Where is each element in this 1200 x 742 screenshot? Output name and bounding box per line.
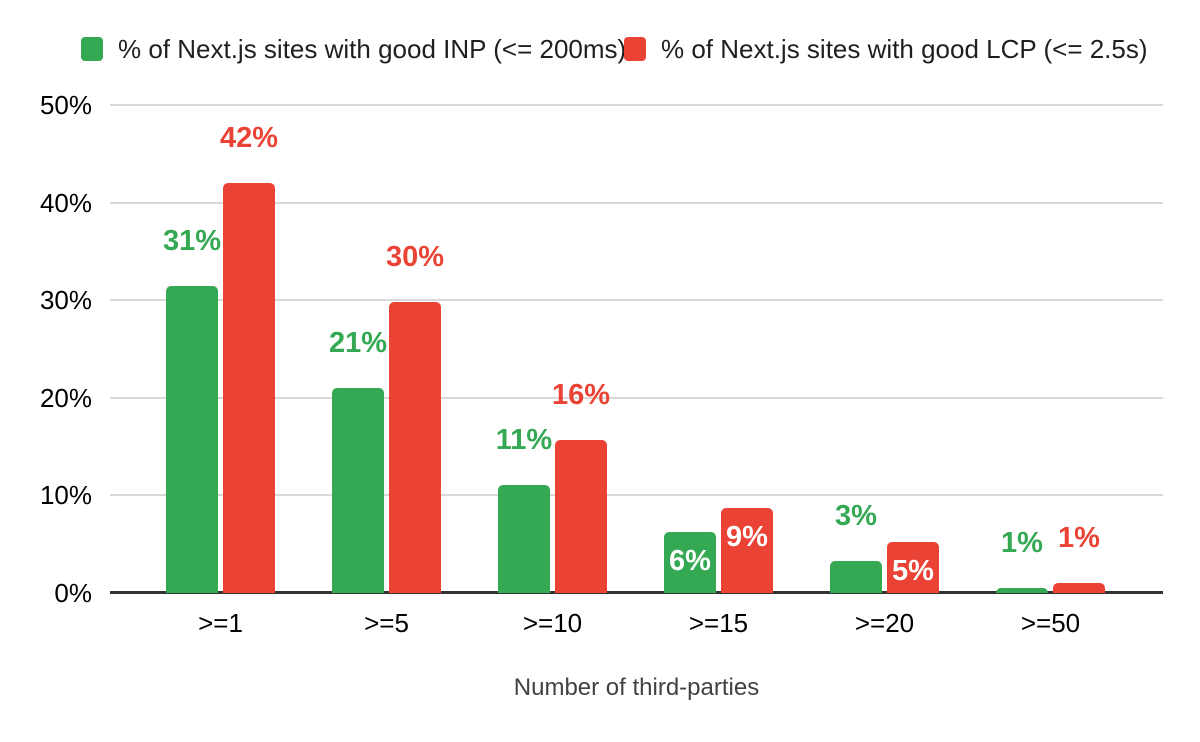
data-label: 6% (669, 544, 711, 577)
data-label: 3% (835, 499, 877, 532)
inp-series-swatch-icon (81, 37, 103, 61)
y-tick-label: 0% (54, 578, 92, 608)
legend-item-inp: % of Next.js sites with good INP (<= 200… (81, 36, 626, 62)
x-tick-label: >=10 (522, 608, 583, 638)
gridline (110, 494, 1163, 497)
bar (223, 183, 275, 593)
x-tick-label: >=20 (854, 608, 915, 638)
gridline (110, 396, 1163, 399)
data-label: 30% (385, 241, 445, 274)
data-label: 11% (495, 423, 553, 456)
data-label: 21% (328, 327, 388, 360)
bar (1053, 583, 1105, 593)
bar (332, 388, 384, 593)
data-label: 9% (726, 521, 768, 554)
bar (555, 439, 607, 593)
gridline (110, 201, 1163, 204)
x-axis-line (110, 591, 1163, 594)
x-tick-label: >=50 (1020, 608, 1081, 638)
data-label: 31% (162, 224, 222, 257)
bar (830, 560, 882, 593)
legend-item-lcp: % of Next.js sites with good LCP (<= 2.5… (624, 36, 1148, 62)
x-tick-label: >=15 (688, 608, 749, 638)
gridline (110, 299, 1163, 302)
y-tick-label: 40% (39, 187, 92, 218)
x-axis-title: Number of third-parties (513, 674, 760, 701)
legend-label-lcp: % of Next.js sites with good LCP (<= 2.5… (661, 34, 1148, 64)
y-tick-label: 10% (39, 480, 92, 511)
data-label: 16% (551, 378, 611, 411)
plot-area: 31% 42% 21% 30% 11% 16% 6% 9% 3% 5% 1% 1% (110, 104, 1163, 594)
bar (996, 588, 1048, 593)
x-tick-label: >=5 (364, 608, 409, 638)
bar (498, 484, 550, 593)
bar (721, 508, 773, 593)
data-label: 5% (892, 555, 934, 588)
y-tick-label: 30% (39, 285, 92, 316)
data-label: 1% (1058, 522, 1100, 555)
y-tick-label: 20% (39, 382, 92, 413)
gridline (110, 104, 1163, 106)
bar (664, 531, 716, 593)
y-tick-label: 50% (39, 90, 92, 120)
bar (389, 302, 441, 593)
lcp-series-swatch-icon (624, 37, 646, 61)
data-label: 1% (1001, 527, 1043, 560)
bar (887, 542, 939, 593)
bar (166, 285, 218, 593)
data-label: 42% (219, 122, 279, 155)
x-tick-label: >=1 (198, 608, 243, 638)
legend-label-inp: % of Next.js sites with good INP (<= 200… (118, 34, 627, 64)
